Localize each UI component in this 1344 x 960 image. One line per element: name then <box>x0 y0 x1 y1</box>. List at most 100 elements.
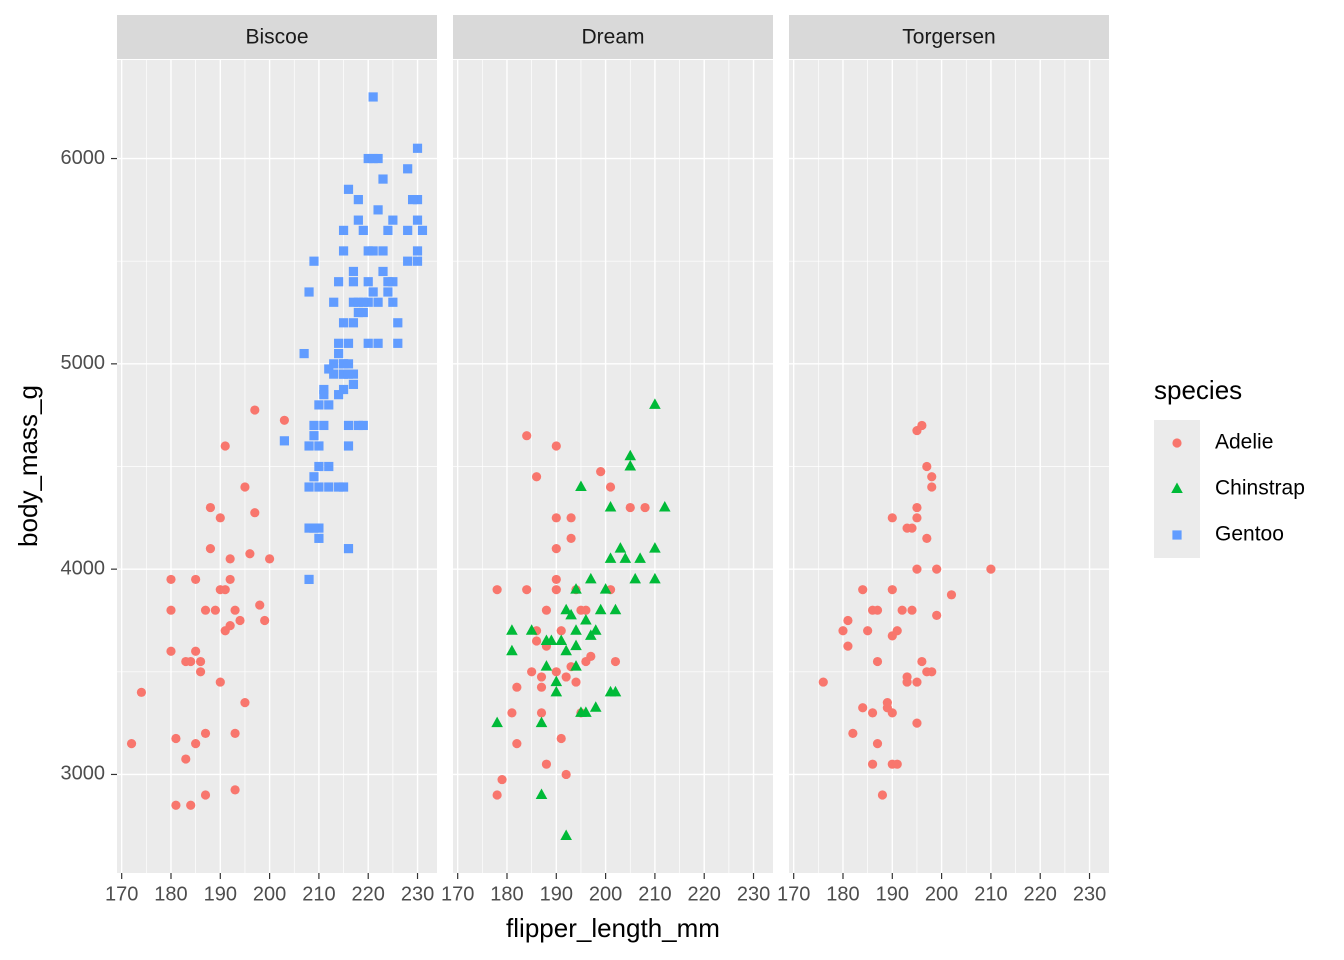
x-tick-label: 210 <box>638 883 671 905</box>
point <box>581 656 591 667</box>
point <box>348 297 359 307</box>
point <box>329 369 339 379</box>
point <box>403 256 413 266</box>
point <box>314 461 324 472</box>
point <box>917 656 927 667</box>
point <box>872 605 883 615</box>
point <box>932 610 942 620</box>
point <box>580 706 592 717</box>
point <box>560 644 572 656</box>
point <box>373 153 383 164</box>
point <box>309 256 319 266</box>
y-tick-label: 3000 <box>61 763 106 785</box>
point <box>551 441 561 451</box>
strip <box>117 15 437 59</box>
point <box>580 613 592 625</box>
point <box>334 338 344 348</box>
point <box>570 639 582 651</box>
point <box>225 621 235 631</box>
point <box>535 716 548 728</box>
x-tick-label: 180 <box>154 883 187 905</box>
point <box>279 415 289 425</box>
point <box>565 608 577 620</box>
point <box>566 533 576 543</box>
point <box>596 467 606 477</box>
point <box>412 256 423 266</box>
point <box>319 420 329 431</box>
point <box>927 667 937 677</box>
point <box>314 523 324 533</box>
x-tick-label: 210 <box>302 883 335 905</box>
point <box>205 502 216 513</box>
point <box>353 420 363 431</box>
point <box>536 682 547 692</box>
point <box>556 626 566 636</box>
point <box>541 759 552 769</box>
point <box>570 583 582 594</box>
point <box>649 572 661 584</box>
point <box>624 460 637 471</box>
point <box>946 590 957 600</box>
point <box>368 92 378 102</box>
point <box>181 754 191 764</box>
point <box>205 544 216 554</box>
point <box>540 660 553 671</box>
point <box>186 800 196 810</box>
point <box>609 603 622 615</box>
point <box>614 542 627 553</box>
point <box>195 667 206 677</box>
point <box>986 564 996 574</box>
point <box>191 739 201 749</box>
point <box>329 359 339 369</box>
point <box>867 759 878 769</box>
point <box>556 733 566 744</box>
point <box>343 184 354 194</box>
point <box>550 685 563 697</box>
point <box>338 384 349 395</box>
point <box>536 672 547 682</box>
point <box>388 277 398 287</box>
point <box>492 790 502 800</box>
point <box>393 318 403 328</box>
point <box>250 508 260 518</box>
point <box>358 420 368 431</box>
point <box>348 379 359 389</box>
point <box>388 215 398 225</box>
point <box>887 513 897 523</box>
x-tick-label: 180 <box>826 883 859 905</box>
point <box>491 716 503 728</box>
point <box>848 728 858 738</box>
x-tick-label: 200 <box>925 883 958 905</box>
point <box>555 634 568 646</box>
point <box>649 542 661 553</box>
point <box>343 420 354 431</box>
point <box>250 405 260 415</box>
point <box>348 318 359 328</box>
point <box>838 626 848 636</box>
legend-label: Gentoo <box>1215 523 1284 546</box>
point <box>581 605 591 615</box>
point <box>225 574 235 585</box>
point <box>304 574 314 585</box>
x-tick-label: 170 <box>441 883 474 905</box>
point <box>492 585 502 595</box>
legend-symbol <box>1172 530 1182 540</box>
facet-title: Torgersen <box>902 26 995 49</box>
point <box>220 585 230 595</box>
point <box>383 287 393 297</box>
point <box>171 800 181 810</box>
point <box>877 790 888 800</box>
point <box>412 143 423 153</box>
facet-title: Dream <box>581 26 644 49</box>
point <box>353 195 363 205</box>
x-tick-label: 200 <box>253 883 286 905</box>
point <box>309 431 319 441</box>
point <box>334 390 344 400</box>
point <box>566 513 576 523</box>
point <box>506 644 518 656</box>
strip <box>453 15 773 59</box>
point <box>417 225 428 236</box>
point <box>570 660 582 671</box>
point <box>403 225 413 236</box>
point <box>343 338 354 348</box>
